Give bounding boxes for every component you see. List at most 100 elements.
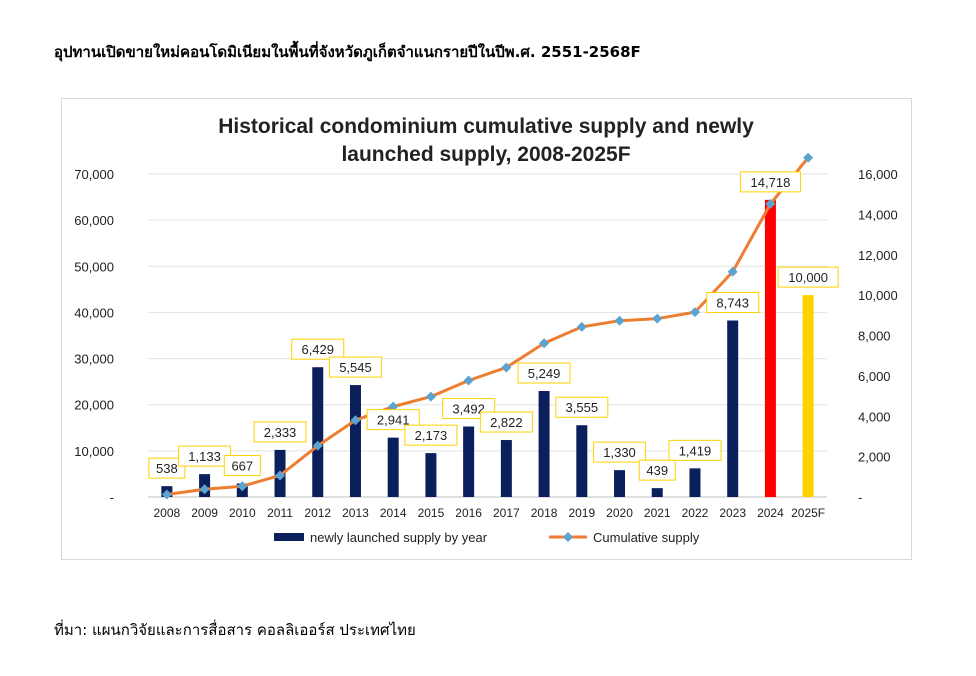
data-label-text: 14,718 xyxy=(751,175,791,190)
data-label-box xyxy=(291,338,345,360)
data-label-text: 538 xyxy=(156,461,178,476)
data-label-text: 1,133 xyxy=(188,449,221,464)
data-label-2021: 439 xyxy=(638,459,676,481)
y-right-tick-label: 4,000 xyxy=(858,409,891,424)
line-marker-2021 xyxy=(652,313,663,324)
data-label-text: 2,173 xyxy=(415,428,448,443)
x-tick-label: 2020 xyxy=(606,506,633,520)
line-marker-2024 xyxy=(765,198,776,209)
data-label-box xyxy=(148,457,186,479)
bar-2021 xyxy=(651,488,663,497)
legend: newly launched supply by year Cumulative … xyxy=(274,530,700,545)
data-label-2010: 667 xyxy=(223,455,261,477)
data-label-box xyxy=(328,356,382,378)
data-label-box xyxy=(777,266,839,288)
x-tick-label: 2016 xyxy=(455,506,482,520)
bar-2020 xyxy=(614,470,626,497)
chart-container: Historical condominium cumulative supply… xyxy=(61,98,912,560)
data-labels: 538 1,133 667 2,333 6,429 5,545 2,941 2,173 3,49… xyxy=(148,171,839,481)
x-tick-label: 2019 xyxy=(568,506,595,520)
x-tick-label: 2023 xyxy=(719,506,746,520)
y-axis-left: - 10,000 20,000 30,000 40,000 50,000 60,000 70,… xyxy=(74,167,114,505)
data-label-text: 1,419 xyxy=(679,443,712,458)
bar-series xyxy=(161,199,814,497)
data-label-2025F: 10,000 xyxy=(777,266,839,288)
data-label-box xyxy=(668,439,722,461)
y-right-tick-label: 8,000 xyxy=(858,329,891,344)
data-label-text: 6,429 xyxy=(301,342,334,357)
legend-bar-swatch xyxy=(274,533,304,541)
x-tick-label: 2022 xyxy=(682,506,709,520)
data-label-box xyxy=(517,362,571,384)
legend-line-marker xyxy=(563,532,573,542)
y-right-tick-label: 2,000 xyxy=(858,450,891,465)
data-label-text: 3,555 xyxy=(566,400,599,415)
data-label-2022: 1,419 xyxy=(668,439,722,461)
source-note: ที่มา: แผนกวิจัยและการสื่อสาร คอลลิเออร์… xyxy=(54,621,416,639)
bar-2023 xyxy=(727,320,739,497)
bar-2014 xyxy=(387,437,399,497)
line-marker-2012 xyxy=(312,440,323,451)
data-label-2020: 1,330 xyxy=(593,441,647,463)
x-tick-label: 2009 xyxy=(191,506,218,520)
x-tick-label: 2024 xyxy=(757,506,784,520)
bar-2012 xyxy=(312,367,324,497)
x-tick-label: 2018 xyxy=(531,506,558,520)
line-marker-2020 xyxy=(614,315,625,326)
x-tick-label: 2021 xyxy=(644,506,671,520)
y-left-tick-label: - xyxy=(110,490,114,505)
x-tick-label: 2008 xyxy=(154,506,181,520)
y-right-tick-label: 6,000 xyxy=(858,369,891,384)
partial-text-line xyxy=(280,668,740,676)
y-left-tick-label: 50,000 xyxy=(74,259,114,274)
line-marker-2013 xyxy=(350,415,361,426)
data-label-2019: 3,555 xyxy=(555,396,609,418)
y-left-tick-label: 70,000 xyxy=(74,167,114,182)
line-marker-2019 xyxy=(576,321,587,332)
data-label-box xyxy=(404,424,458,446)
data-label-text: 10,000 xyxy=(788,270,828,285)
x-axis: 2008 2009 2010 2011 2012 2013 2014 2015 2016 2017… xyxy=(154,506,826,520)
data-label-box xyxy=(555,396,609,418)
data-label-2024: 14,718 xyxy=(739,171,801,193)
data-label-text: 2,822 xyxy=(490,415,523,430)
x-tick-label: 2013 xyxy=(342,506,369,520)
chart-svg: Historical condominium cumulative supply… xyxy=(74,115,898,545)
y-right-tick-label: 14,000 xyxy=(858,207,898,222)
y-left-tick-label: 20,000 xyxy=(74,398,114,413)
x-tick-label: 2017 xyxy=(493,506,520,520)
x-tick-label: 2015 xyxy=(418,506,445,520)
line-marker-2022 xyxy=(689,307,700,318)
data-label-2013: 5,545 xyxy=(328,356,382,378)
data-label-box xyxy=(366,409,420,431)
data-label-2012: 6,429 xyxy=(291,338,345,360)
data-label-text: 667 xyxy=(231,459,253,474)
data-label-text: 2,941 xyxy=(377,413,410,428)
gridlines xyxy=(148,173,827,498)
data-label-box xyxy=(223,455,261,477)
y-right-tick-label: 12,000 xyxy=(858,248,898,263)
bar-2018 xyxy=(538,391,550,497)
y-right-tick-label: 16,000 xyxy=(858,167,898,182)
chart-title: Historical condominium cumulative supply… xyxy=(218,115,754,166)
data-label-box xyxy=(593,441,647,463)
data-label-2014: 2,941 xyxy=(366,409,420,431)
data-label-2011: 2,333 xyxy=(253,421,307,443)
bar-2022 xyxy=(689,468,701,497)
y-left-tick-label: 40,000 xyxy=(74,305,114,320)
y-right-tick-label: 10,000 xyxy=(858,288,898,303)
chart-title-line: launched supply, 2008-2025F xyxy=(341,143,630,166)
y-axis-right: - 2,000 4,000 6,000 8,000 10,000 12,000 14,000 1… xyxy=(858,167,898,505)
bar-2016 xyxy=(463,426,475,497)
line-marker-2025F xyxy=(803,152,814,163)
data-label-box xyxy=(739,171,801,193)
data-label-text: 2,333 xyxy=(264,425,297,440)
data-label-text: 3,492 xyxy=(452,402,485,417)
data-label-text: 5,249 xyxy=(528,366,561,381)
x-tick-label: 2025F xyxy=(791,506,825,520)
line-marker-2014 xyxy=(388,401,399,412)
data-label-2017: 2,822 xyxy=(479,411,533,433)
data-label-text: 439 xyxy=(646,463,668,478)
line-marker-2023 xyxy=(727,266,738,277)
bar-2015 xyxy=(425,453,437,497)
